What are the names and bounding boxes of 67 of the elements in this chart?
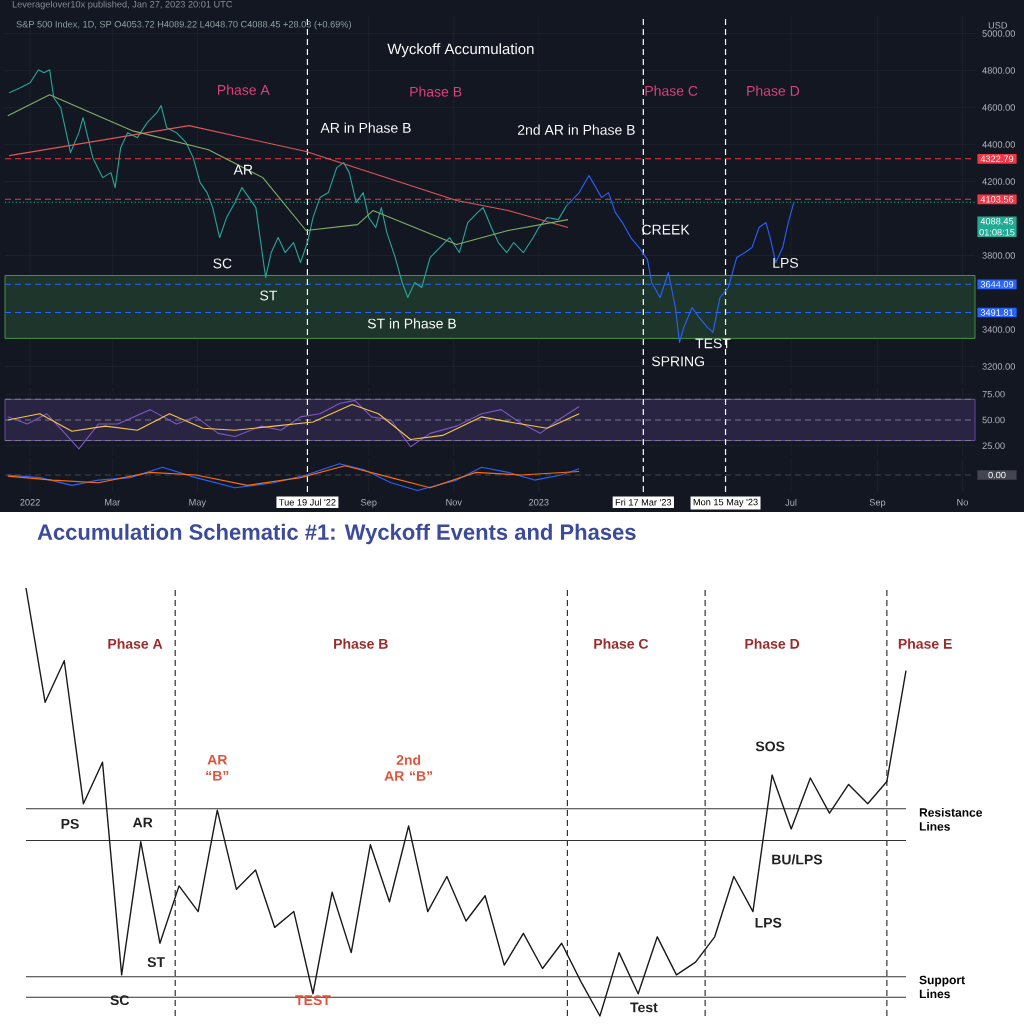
ref-line-label: 3491.81 [980,309,1014,316]
y-tick-label: 3200.00 [982,363,1015,370]
annotation: BU/LPS [772,854,823,865]
annotation: Phase A [218,84,270,95]
annotation: Phase C [645,85,698,96]
y-tick-label: 4400.00 [982,141,1015,148]
annotation: AR [233,164,253,175]
text: Wyckoff Accumulation [387,43,534,58]
y-tick-label: 4800.00 [982,67,1015,74]
annotation: AR in Phase B [320,122,411,133]
annotation: Phase E [898,638,952,649]
ref-line-label: Support Lines [919,975,965,999]
annotation: TEST [695,338,731,349]
y-axis-title: USD [988,22,1008,29]
y-tick-label: 3800.00 [982,252,1015,259]
y-tick-label: 3400.00 [982,326,1015,333]
annotation: LPS [773,257,799,268]
text: Leveragelover10x published, Jan 27, 2023 20:01 UTC [12,0,233,10]
annotation: PS [61,818,79,829]
annotation: Phase B [334,638,388,649]
annotation: Phase A [108,638,163,649]
chart-title: Accumulation Schematic #1: Wyckoff Events and Phases [37,523,636,545]
text: S&P 500 Index, 1D, SP O4053.72 H4089.22 L4048.70 C4088.45 +28.03 (+0.69%) [16,20,351,30]
x-tick-label: May [189,499,206,508]
ref-line-label: 0.00 [988,471,1006,479]
line-series [7,403,580,441]
y-tick-label: 75.00 [982,390,1005,398]
annotation: 2nd AR “B” [384,754,433,781]
annotation: TEST [295,995,331,1006]
x-tick-label: Nov [446,499,462,506]
y-tick-label: 5000.00 [982,30,1015,37]
annotation: Phase D [745,638,800,649]
x-tick-label: 2022 [20,499,40,506]
annotation: ST [260,290,278,301]
x-tick-label: Jul [785,499,797,506]
annotation: SPRING [651,356,704,367]
annotation: AR “B” [206,754,229,781]
x-tick-label: 2023 [529,499,549,506]
annotation: Test [630,1002,658,1013]
x-tick-label: No [957,499,968,506]
annotation: Phase D [747,85,800,96]
annotation: ST in Phase B [367,318,456,329]
ref-line-label: 4088.45 01:08:15 [979,217,1015,236]
ref-line-label: Fri 17 Mar '23 [615,498,672,506]
annotation: Phase C [594,638,649,649]
ref-line-label: Resistance Lines [919,807,983,831]
y-tick-label: 4200.00 [982,178,1015,185]
ref-line-label: Mon 15 May '23 [693,498,758,508]
annotation: CREEK [642,224,690,235]
annotation: SC [213,258,232,269]
ref-line-label: 4322.79 [980,155,1014,163]
ref-line-label: 3644.09 [980,281,1014,288]
annotation: ST [147,957,165,968]
annotation: SC [110,995,130,1006]
ref-line-label: Tue 19 Jul '22 [279,498,336,506]
x-tick-label: Sep [360,499,377,508]
annotation: Phase B [410,86,462,97]
y-tick-label: 4600.00 [982,104,1015,111]
annotation: LPS [755,917,782,928]
x-tick-label: Mar [105,499,121,506]
y-tick-label: 50.00 [982,416,1005,424]
annotation: SOS [755,741,785,752]
annotation: AR [132,817,153,828]
x-tick-label: Sep [869,499,886,508]
y-tick-label: 25.00 [982,442,1005,449]
annotation: 2nd AR in Phase B [517,124,635,135]
ref-line-label: 4103.56 [980,196,1014,203]
